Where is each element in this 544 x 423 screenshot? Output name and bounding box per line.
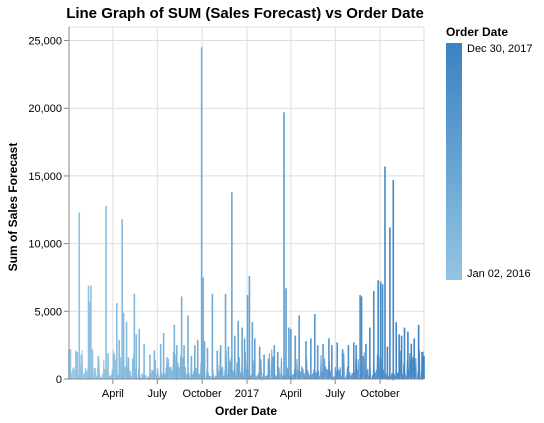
y-tick-label: 20,000 — [28, 103, 62, 115]
x-tick-label: April — [280, 388, 302, 400]
x-tick-label: 2017 — [235, 388, 259, 400]
y-axis-title: Sum of Sales Forecast — [6, 143, 20, 272]
legend-title: Order Date — [446, 25, 508, 39]
chart-title: Line Graph of SUM (Sales Forecast) vs Or… — [66, 5, 424, 22]
y-axis-ticks: 0 5,000 10,000 15,000 20,000 25,000 — [28, 36, 69, 386]
legend: Order Date Dec 30, 2017 Jan 02, 2016 — [446, 25, 532, 280]
x-tick-label: July — [325, 388, 345, 400]
y-tick-label: 25,000 — [28, 36, 62, 48]
series-sales-forecast — [68, 47, 425, 381]
x-axis-title: Order Date — [215, 404, 277, 418]
y-tick-label: 5,000 — [34, 306, 62, 318]
legend-max-label: Dec 30, 2017 — [467, 43, 532, 55]
x-tick-label: October — [361, 388, 400, 400]
x-tick-label: April — [102, 388, 124, 400]
legend-min-label: Jan 02, 2016 — [467, 268, 531, 280]
y-tick-label: 0 — [56, 374, 62, 386]
legend-gradient-bar — [446, 43, 462, 280]
x-tick-label: October — [183, 388, 222, 400]
y-tick-label: 15,000 — [28, 171, 62, 183]
y-tick-label: 10,000 — [28, 239, 62, 251]
x-tick-label: July — [147, 388, 167, 400]
x-axis-ticks: April July October 2017 April July October — [102, 379, 400, 400]
